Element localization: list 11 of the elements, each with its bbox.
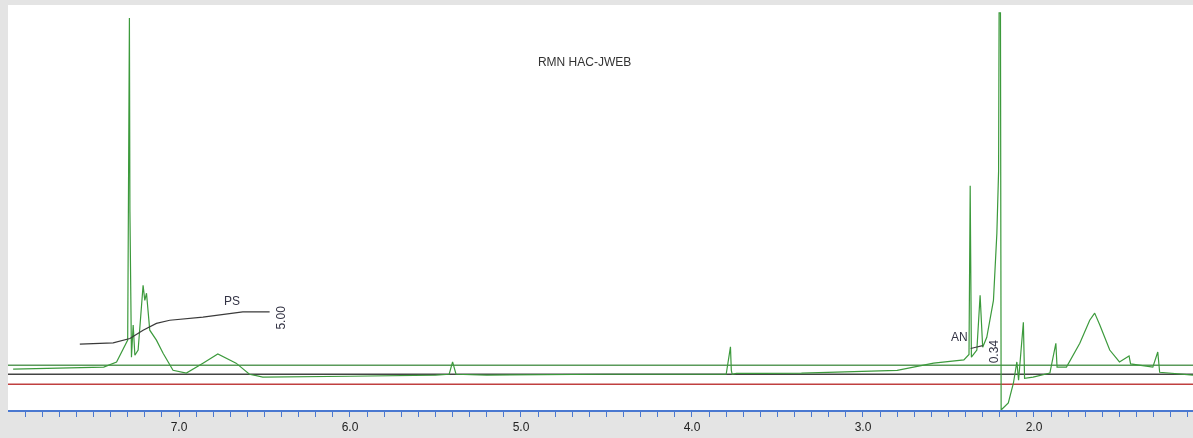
x-tick-label: 4.0 — [683, 420, 701, 435]
annotation: AN — [951, 330, 968, 344]
x-tick-label: 3.0 — [854, 420, 872, 435]
text: RMN HAC-JWEB — [537, 54, 632, 69]
annotation: PS — [224, 294, 241, 308]
x-tick-label: 6.0 — [341, 420, 359, 435]
x-tick-label: 2.0 — [1025, 420, 1043, 435]
x-tick-label: 5.0 — [512, 420, 530, 435]
x-tick-label: 7.0 — [170, 420, 188, 435]
annotation: 5.00 — [273, 305, 288, 330]
annotation: 0.34 — [987, 339, 1001, 364]
